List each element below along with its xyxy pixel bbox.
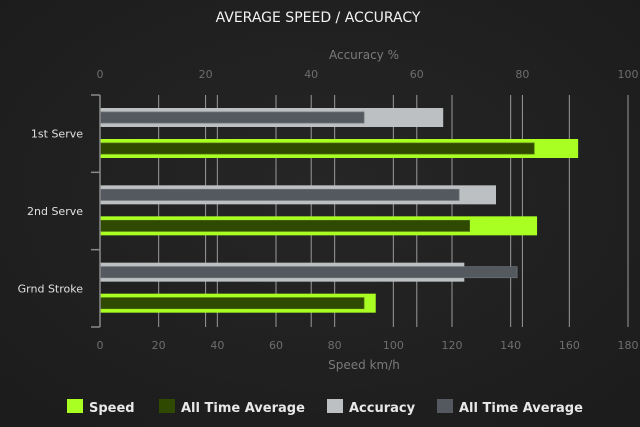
accuracy-average-bar bbox=[99, 111, 365, 124]
legend-label: All Time Average bbox=[459, 401, 583, 416]
accuracy-tick-label: 80 bbox=[515, 68, 529, 81]
legend-swatch bbox=[437, 399, 453, 413]
category-label: 1st Serve bbox=[31, 128, 83, 141]
category-label: 2nd Serve bbox=[27, 205, 83, 218]
grid bbox=[158, 95, 629, 327]
accuracy-tick-label: 60 bbox=[410, 68, 424, 81]
legend-swatch bbox=[159, 399, 175, 413]
accuracy-tick-label: 100 bbox=[618, 68, 639, 81]
speed-tick-label: 140 bbox=[500, 339, 521, 352]
accuracy-axis-label: Accuracy % bbox=[329, 48, 399, 62]
speed-tick-label: 40 bbox=[210, 339, 224, 352]
accuracy-average-bar bbox=[99, 188, 460, 201]
legend-label: Accuracy bbox=[349, 401, 416, 416]
speed-tick-label: 0 bbox=[97, 339, 104, 352]
chart-title: AVERAGE SPEED / ACCURACY bbox=[216, 10, 421, 26]
accuracy-tick-label: 0 bbox=[97, 68, 104, 81]
speed-average-bar bbox=[99, 142, 535, 155]
legend-label: Speed bbox=[89, 401, 135, 416]
speed-average-bar bbox=[99, 297, 365, 310]
legend-label: All Time Average bbox=[181, 401, 305, 416]
speed-tick-label: 60 bbox=[269, 339, 283, 352]
legend-swatch bbox=[67, 399, 83, 413]
speed-tick-label: 20 bbox=[152, 339, 166, 352]
speed-tick-label: 80 bbox=[328, 339, 342, 352]
category-label: Grnd Stroke bbox=[18, 282, 84, 295]
speed-axis-label: Speed km/h bbox=[328, 358, 400, 372]
speed-tick-label: 100 bbox=[383, 339, 404, 352]
accuracy-tick-label: 40 bbox=[304, 68, 318, 81]
legend-swatch bbox=[327, 399, 343, 413]
accuracy-average-bar bbox=[99, 266, 518, 279]
axes: 0 20 40 60 80 100 120 140 160 180 0 20 40 60 80 100 1st … bbox=[18, 68, 639, 352]
accuracy-tick-label: 20 bbox=[199, 68, 213, 81]
speed-average-bar bbox=[99, 219, 471, 232]
speed-tick-label: 160 bbox=[559, 339, 580, 352]
speed-tick-label: 120 bbox=[442, 339, 463, 352]
legend: Speed All Time Average Accuracy All Time Av… bbox=[67, 399, 583, 416]
speed-tick-label: 180 bbox=[618, 339, 639, 352]
